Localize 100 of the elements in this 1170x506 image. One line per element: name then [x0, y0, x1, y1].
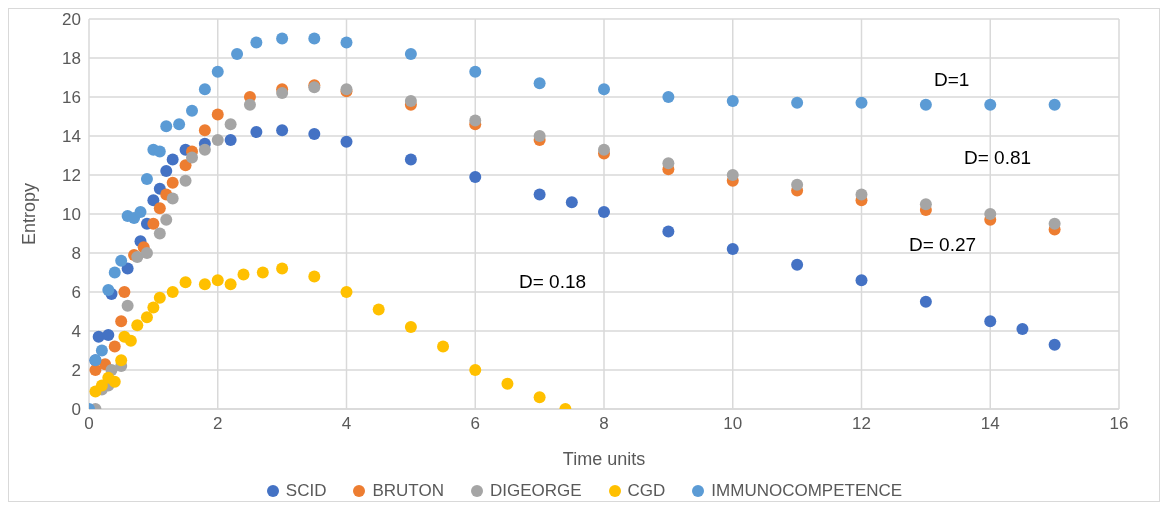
point [919, 198, 932, 211]
point [186, 151, 198, 164]
point [256, 266, 269, 279]
point [160, 213, 173, 226]
point [984, 98, 997, 111]
point [726, 243, 739, 256]
point [404, 94, 417, 107]
point [211, 108, 224, 121]
y-tick-label: 18 [62, 49, 81, 69]
point [919, 98, 932, 111]
point [533, 130, 546, 142]
point [791, 258, 804, 271]
x-tick-label: 4 [341, 414, 352, 434]
point [198, 143, 211, 156]
point [598, 83, 610, 96]
point [984, 315, 997, 328]
point [726, 94, 739, 107]
point [95, 344, 108, 357]
point [1016, 323, 1029, 336]
point [124, 334, 137, 347]
point [984, 208, 997, 220]
point [1048, 338, 1061, 351]
point [224, 118, 237, 131]
legend-label: IMMUNOCOMPETENCE [711, 481, 903, 501]
point [404, 321, 417, 334]
point [791, 96, 804, 109]
point [340, 135, 353, 148]
y-tick-label: 10 [62, 205, 81, 225]
point [276, 124, 289, 137]
point [919, 295, 932, 308]
point [147, 301, 160, 314]
point [1048, 217, 1061, 230]
point [855, 96, 868, 109]
x-tick-label: 6 [470, 414, 480, 434]
point [308, 128, 321, 141]
y-tick-label: 2 [71, 361, 81, 381]
point [855, 274, 868, 287]
point [121, 262, 134, 275]
point [186, 104, 198, 117]
point [108, 375, 121, 388]
point [224, 133, 237, 146]
legend-label: BRUTON [372, 481, 444, 501]
point [160, 120, 173, 133]
point [198, 124, 211, 137]
point [533, 391, 546, 404]
point [662, 225, 675, 238]
point [250, 36, 263, 49]
annotation: D= 0.27 [909, 234, 977, 256]
point [1048, 98, 1061, 111]
annotation: D= 0.81 [964, 147, 1032, 169]
legend-label: DIGEORGE [489, 481, 582, 501]
point [231, 48, 244, 61]
point [340, 36, 353, 49]
point [173, 118, 186, 131]
point [134, 206, 147, 219]
point [121, 299, 134, 312]
point [95, 379, 108, 392]
y-axis-title: Entropy [19, 182, 40, 246]
point [469, 65, 482, 78]
x-tick-label: 0 [84, 414, 94, 434]
y-tick-label: 16 [62, 88, 81, 108]
point [469, 170, 482, 183]
point [179, 276, 192, 289]
point [108, 340, 121, 353]
point [276, 32, 289, 45]
x-tick-label: 14 [980, 414, 1000, 434]
point [131, 319, 144, 332]
point [118, 286, 131, 298]
point [308, 270, 321, 283]
point [153, 202, 166, 215]
x-tick-label: 2 [213, 414, 223, 434]
point [404, 153, 417, 166]
point [404, 48, 417, 61]
point [224, 278, 237, 291]
point [243, 98, 256, 111]
point [166, 192, 179, 205]
point [469, 364, 482, 376]
point [250, 126, 263, 139]
point [140, 311, 153, 324]
point [340, 286, 353, 298]
y-tick-label: 20 [62, 10, 81, 30]
point [437, 340, 450, 353]
annotation: D=1 [934, 69, 970, 91]
x-axis-title: Time units [562, 449, 646, 469]
y-tick-label: 0 [71, 400, 81, 420]
point [108, 266, 121, 279]
y-tick-label: 14 [62, 127, 81, 147]
point [469, 114, 482, 127]
x-tick-label: 16 [1109, 414, 1129, 434]
y-tick-label: 8 [71, 244, 81, 264]
point [276, 262, 289, 275]
point [153, 227, 166, 240]
point [179, 174, 192, 187]
point [237, 268, 250, 281]
point [115, 254, 128, 267]
point [598, 143, 610, 156]
point [598, 206, 610, 219]
legend-label: CGD [627, 481, 666, 501]
point [198, 83, 211, 96]
y-tick-label: 12 [62, 166, 81, 186]
